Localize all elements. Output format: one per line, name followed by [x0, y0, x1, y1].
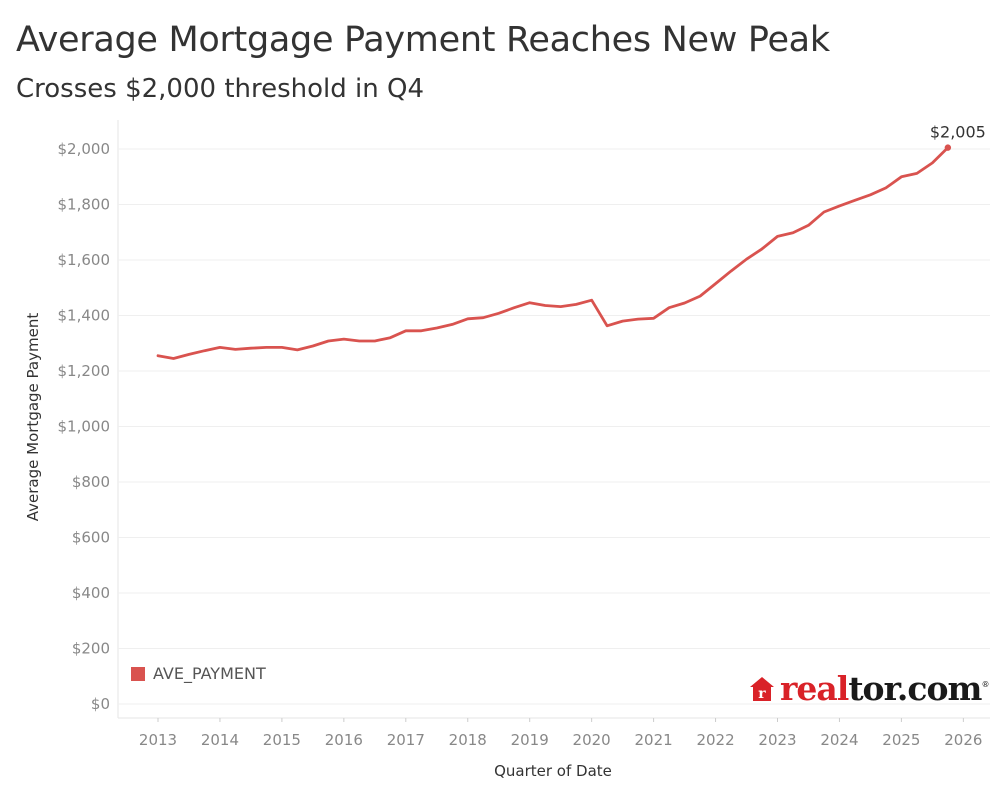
logo-wordmark-dark: tor.com: [848, 669, 982, 708]
data-point: [172, 357, 175, 360]
svg-text:r: r: [758, 686, 766, 702]
y-tick-label: $0: [91, 695, 110, 713]
data-point: [373, 340, 376, 343]
data-point: [327, 340, 330, 343]
y-tick-label: $1,400: [58, 307, 111, 325]
data-point: [590, 299, 593, 302]
data-point: [606, 324, 609, 327]
x-tick-label: 2014: [201, 731, 239, 749]
x-tick-label: 2018: [449, 731, 487, 749]
registered-mark: ®: [981, 680, 990, 689]
data-point: [559, 305, 562, 308]
data-point: [915, 172, 918, 175]
chart-title: Average Mortgage Payment Reaches New Pea…: [16, 20, 830, 60]
annotations: $2,005: [930, 123, 986, 151]
last-point-marker: [944, 144, 952, 151]
data-point: [854, 199, 857, 202]
data-point: [188, 353, 191, 356]
series-lines: [156, 146, 950, 360]
data-point: [745, 258, 748, 261]
data-point: [823, 211, 826, 214]
data-point: [358, 340, 361, 343]
data-point: [792, 231, 795, 234]
data-point: [157, 354, 160, 357]
data-point: [652, 317, 655, 320]
x-tick-label: 2026: [944, 731, 982, 749]
data-point: [761, 248, 764, 251]
data-point: [281, 346, 284, 349]
data-point: [203, 349, 206, 352]
data-point: [466, 317, 469, 320]
data-point: [714, 282, 717, 285]
legend-label: AVE_PAYMENT: [153, 664, 266, 683]
logo-wordmark-red: real: [780, 669, 849, 708]
data-point: [683, 302, 686, 305]
x-tick-label: 2017: [387, 731, 425, 749]
y-tick-label: $400: [72, 584, 110, 602]
realtor-logo: r realtor.com ®: [749, 672, 989, 705]
data-point: [250, 347, 253, 350]
data-point: [389, 336, 392, 339]
y-tick-label: $1,800: [58, 196, 111, 214]
chart-subtitle: Crosses $2,000 threshold in Q4: [16, 74, 425, 104]
data-point: [807, 224, 810, 227]
data-point: [637, 318, 640, 321]
data-point: [544, 304, 547, 307]
data-point: [265, 346, 268, 349]
y-tick-label: $2,000: [58, 140, 111, 158]
data-point: [730, 270, 733, 273]
legend[interactable]: AVE_PAYMENT: [131, 664, 266, 683]
data-point: [528, 301, 531, 304]
data-point: [296, 349, 299, 352]
data-point: [234, 348, 237, 351]
data-point: [668, 306, 671, 309]
data-point: [699, 295, 702, 298]
series-line-ave-payment: [156, 146, 950, 360]
data-point: [869, 193, 872, 196]
data-point: [885, 186, 888, 189]
x-tick-label: 2025: [882, 731, 920, 749]
y-tick-label: $800: [72, 473, 110, 491]
x-tick-labels: 2013 2014 2015 2016 2017 2018 2019 2020 2021 2022…: [139, 731, 983, 749]
last-point-label: $2,005: [930, 123, 986, 142]
y-tick-label: $1,000: [58, 418, 111, 436]
y-tick-label: $200: [72, 640, 110, 658]
data-point: [931, 161, 934, 164]
data-point: [451, 323, 454, 326]
x-tick-label: 2019: [511, 731, 549, 749]
x-tick-label: 2016: [325, 731, 363, 749]
x-tick-label: 2022: [696, 731, 734, 749]
x-tick-label: 2020: [573, 731, 611, 749]
data-point: [420, 329, 423, 332]
house-r-icon: r: [750, 676, 774, 702]
data-point: [776, 235, 779, 238]
x-tick-label: 2013: [139, 731, 177, 749]
y-tick-label: $1,600: [58, 251, 111, 269]
y-tick-label: $600: [72, 529, 110, 547]
data-point: [513, 306, 516, 309]
data-point: [621, 320, 624, 323]
data-point: [900, 175, 903, 178]
x-tick-label: 2021: [635, 731, 673, 749]
y-tick-label: $1,200: [58, 362, 111, 380]
logo-wordmark: realtor.com: [780, 669, 982, 708]
y-axis-title: Average Mortgage Payment: [24, 313, 42, 522]
data-point: [219, 346, 222, 349]
data-point: [311, 345, 314, 348]
data-point: [838, 204, 841, 207]
x-tick-label: 2023: [758, 731, 796, 749]
x-tick-label: 2024: [820, 731, 858, 749]
y-tick-labels: $0 $200 $400 $600 $800 $1,000 $1,200 $1,400 $1,6…: [58, 140, 111, 713]
legend-swatch: [131, 666, 145, 681]
data-point: [342, 338, 345, 341]
data-point: [404, 329, 407, 332]
x-tick-label: 2015: [263, 731, 301, 749]
data-point: [435, 327, 438, 330]
x-axis-title: Quarter of Date: [494, 762, 612, 780]
gridlines: [117, 120, 990, 722]
data-point: [575, 303, 578, 306]
data-point: [482, 316, 485, 319]
data-point: [497, 312, 500, 315]
